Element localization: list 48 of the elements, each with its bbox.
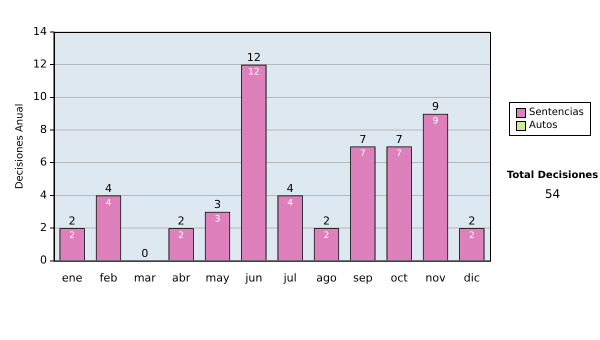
- x-tick-label: jul: [282, 271, 297, 284]
- y-tick-label: 14: [32, 24, 47, 38]
- x-tick-label: feb: [100, 271, 118, 284]
- data-label: 7: [396, 149, 402, 160]
- data-label: 7: [360, 149, 366, 160]
- data-label: 9: [432, 116, 439, 127]
- x-tick-label: oct: [390, 271, 408, 284]
- total-label: 2: [468, 214, 476, 228]
- total-label: 9: [432, 100, 439, 114]
- y-tick-label: 8: [40, 122, 47, 136]
- x-tick-label: may: [206, 271, 230, 284]
- y-tick-label: 0: [40, 254, 47, 267]
- total-label: 3: [214, 198, 221, 212]
- data-label: 2: [69, 230, 76, 241]
- total-label: 7: [396, 132, 403, 146]
- data-label: 4: [287, 198, 294, 208]
- y-tick-label: 12: [32, 58, 47, 71]
- total-label: 4: [104, 182, 112, 195]
- text: Total Decisiones: [506, 170, 600, 181]
- x-tick-label: sep: [353, 271, 373, 284]
- x-tick-label: mar: [134, 271, 156, 284]
- data-label: 3: [214, 214, 220, 225]
- legend-label: Autos: [529, 119, 558, 132]
- x-tick-label: ago: [316, 271, 337, 284]
- y-axis-title: Decisiones Anual: [14, 104, 26, 190]
- data-label: 2: [468, 230, 475, 241]
- data-label: 2: [178, 230, 184, 241]
- x-tick-label: jun: [244, 271, 262, 284]
- data-label: 2: [324, 230, 330, 241]
- total-label: 2: [68, 214, 76, 228]
- data-label: 12: [248, 68, 260, 78]
- total-label: 2: [178, 214, 185, 228]
- total-label: 2: [323, 214, 330, 228]
- text: 54: [544, 187, 562, 201]
- total-label: 4: [286, 182, 294, 195]
- y-tick-label: 10: [32, 90, 47, 104]
- legend-label: Sentencias: [529, 106, 584, 119]
- y-tick-label: 4: [40, 188, 47, 202]
- x-tick-label: ene: [62, 271, 83, 284]
- x-tick-label: abr: [172, 271, 191, 284]
- y-tick-label: 6: [40, 156, 47, 169]
- y-tick-label: 2: [40, 220, 47, 234]
- total-label: 12: [246, 51, 261, 64]
- data-label: 4: [106, 198, 112, 208]
- total-label: 7: [359, 132, 366, 146]
- x-tick-label: nov: [425, 271, 446, 284]
- total-label: 0: [141, 247, 148, 260]
- x-tick-label: dic: [464, 271, 480, 284]
